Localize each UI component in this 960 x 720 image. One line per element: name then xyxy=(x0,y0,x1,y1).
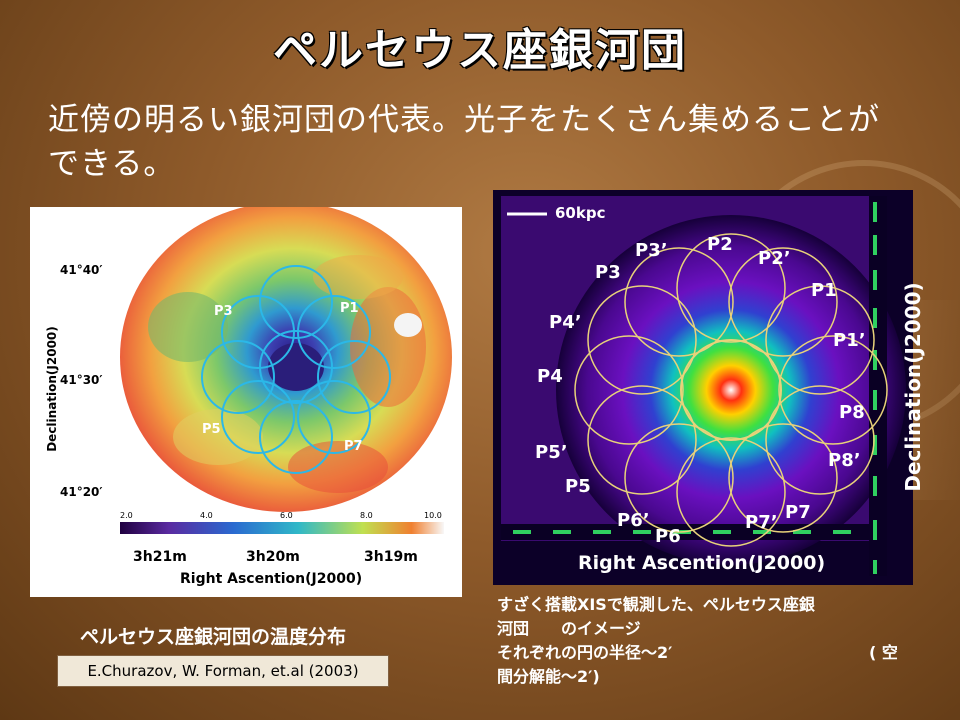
caption-line: それぞれの円の半径～2′ ( 空 xyxy=(497,641,917,665)
pointing-circles-right xyxy=(574,233,888,547)
temperature-map-image: 2.0 4.0 6.0 8.0 10.0 P3 P1 P5 P7 xyxy=(108,202,460,552)
caption-line: 河団 のイメージ xyxy=(497,619,641,638)
pointing-label-p5: P5 xyxy=(565,476,591,497)
left-x-axis-label: Right Ascention(J2000) xyxy=(180,571,363,587)
colorbar-tick: 10.0 xyxy=(424,511,442,520)
right-x-axis-label: Right Ascention(J2000) xyxy=(578,552,826,574)
temperature-map-caption: ペルセウス座銀河団の温度分布 xyxy=(80,626,347,648)
xis-image-caption: すざく搭載XISで観測した、ペルセウス座銀 河団 のイメージ それぞれの円の半径… xyxy=(497,593,917,689)
pointing-circles-left xyxy=(201,265,391,474)
temperature-map-svg: 2.0 4.0 6.0 8.0 10.0 P3 P1 P5 P7 xyxy=(108,202,460,552)
pointing-label-p8-prime: P8’ xyxy=(828,450,861,471)
right-y-axis-label: Declination(J2000) xyxy=(901,282,925,492)
temperature-map-figure: 2.0 4.0 6.0 8.0 10.0 P3 P1 P5 P7 Declina… xyxy=(30,202,462,597)
temperature-colorbar xyxy=(120,522,444,534)
left-x-tick: 3h19m xyxy=(364,549,418,565)
left-y-tick: 41°20′ xyxy=(60,485,103,499)
slide-title: ペルセウス座銀河団 xyxy=(273,25,687,76)
left-y-axis-label: Declination(J2000) xyxy=(45,326,59,452)
pointing-label-p2: P2 xyxy=(707,234,733,255)
pointing-label-p6-prime: P6’ xyxy=(617,510,650,531)
caption-line: すざく搭載XISで観測した、ペルセウス座銀 xyxy=(497,595,815,614)
pointing-label-p7-prime: P7’ xyxy=(745,512,778,533)
pointing-label-p1-prime: P1’ xyxy=(833,330,866,351)
caption-line-part: ( 空 xyxy=(869,643,898,662)
pointing-label-p4-prime: P4’ xyxy=(549,312,582,333)
pointing-label-p6: P6 xyxy=(655,526,681,547)
caption-line: 間分解能～2′) xyxy=(497,667,600,686)
caption-line-part: それぞれの円の半径～2′ xyxy=(497,643,673,662)
pointing-label-p5-prime: P5’ xyxy=(535,442,568,463)
xis-image-figure: 60kpc P2 P3’ P2’ P3 P1 P4’ P1’ P4 P8 P5’… xyxy=(493,190,925,585)
pointing-label-p3: P3 xyxy=(214,304,233,319)
left-y-tick: 41°30′ xyxy=(60,373,103,387)
colorbar-tick: 8.0 xyxy=(360,511,373,520)
scale-bar-label: 60kpc xyxy=(555,204,606,222)
pointing-label-p7: P7 xyxy=(785,502,811,523)
pointing-label-p5: P5 xyxy=(202,422,221,437)
pointing-label-p1: P1 xyxy=(340,301,359,316)
slide-subtitle: 近傍の明るい銀河団の代表。光子をたくさん集めることができる。 xyxy=(48,102,880,182)
colorbar-tick: 2.0 xyxy=(120,511,133,520)
left-x-tick: 3h20m xyxy=(246,549,300,565)
colorbar-tick: 4.0 xyxy=(200,511,213,520)
pointing-label-p1: P1 xyxy=(811,280,837,301)
pointing-label-p7: P7 xyxy=(344,439,363,454)
colorbar-tick: 6.0 xyxy=(280,511,293,520)
pointing-label-p3: P3 xyxy=(595,262,621,283)
pointing-label-p3-prime: P3’ xyxy=(635,240,668,261)
xis-image-svg xyxy=(493,190,913,585)
pointing-label-p4: P4 xyxy=(537,366,563,387)
left-y-tick: 41°40′ xyxy=(60,263,103,277)
pointing-label-p2-prime: P2’ xyxy=(758,248,791,269)
left-x-tick: 3h21m xyxy=(133,549,187,565)
citation-credit: E.Churazov, W. Forman, et.al (2003) xyxy=(57,655,389,687)
pointing-label-p8: P8 xyxy=(839,402,865,423)
